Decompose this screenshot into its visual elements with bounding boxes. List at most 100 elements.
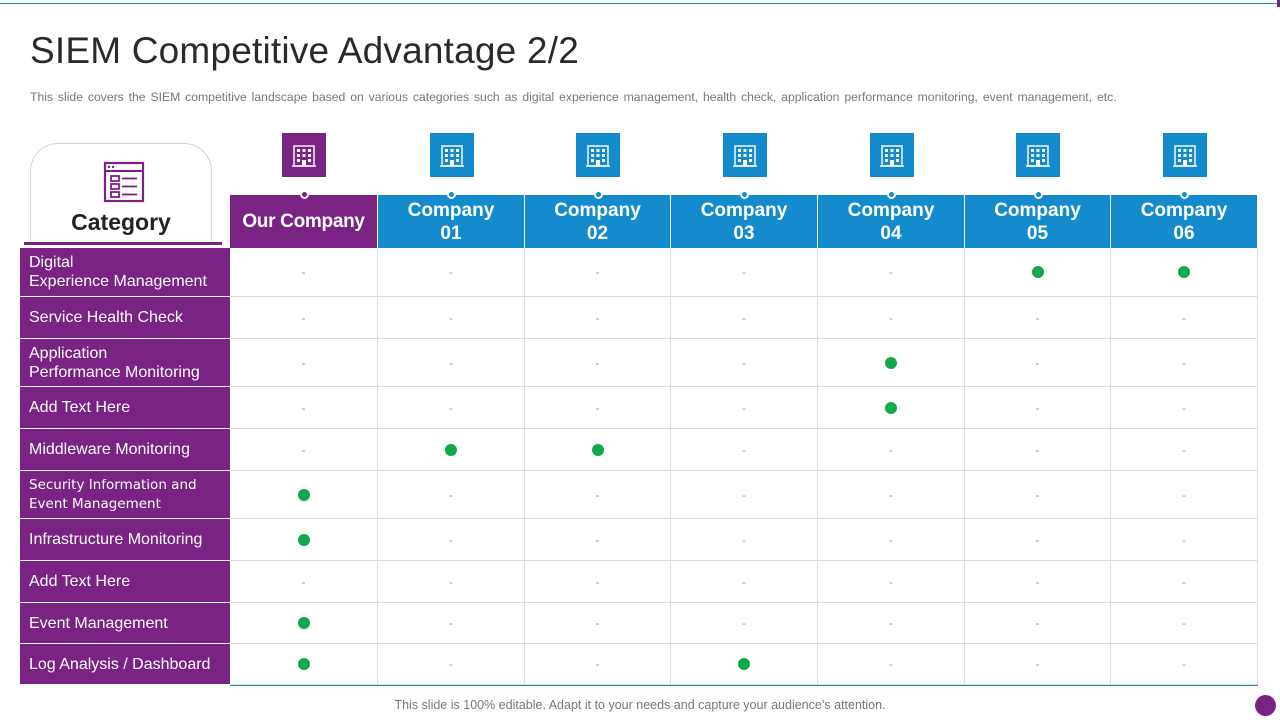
building-icon <box>576 133 620 177</box>
page-title: SIEM Competitive Advantage 2/2 <box>30 30 579 71</box>
table-cell: - <box>378 248 525 297</box>
table-cell: - <box>378 519 525 561</box>
connector-dot <box>887 190 896 199</box>
empty-mark: - <box>301 355 306 370</box>
empty-mark: - <box>449 310 453 325</box>
empty-mark: - <box>742 400 746 415</box>
check-dot <box>885 356 897 369</box>
table-cell: - <box>818 519 965 561</box>
empty-mark: - <box>742 442 746 457</box>
table-cell: - <box>230 248 378 297</box>
table-cell: - <box>525 561 671 603</box>
table-cell: - <box>818 644 965 685</box>
row-label-text: Add Text Here <box>29 573 131 590</box>
check-dot <box>445 443 457 456</box>
empty-mark: - <box>301 310 306 325</box>
row-label-text: Infrastructure Monitoring <box>29 531 203 548</box>
table-cell: - <box>230 339 378 387</box>
table-cell: - <box>1111 387 1258 429</box>
table-cell: - <box>965 561 1111 603</box>
footer-note: This slide is 100% editable. Adapt it to… <box>394 698 886 712</box>
check-dot <box>297 658 310 670</box>
empty-mark: - <box>1035 487 1040 502</box>
table-cell: - <box>378 297 525 339</box>
check-dot <box>297 617 310 629</box>
table-cell: - <box>818 561 965 603</box>
table-cell: - <box>671 387 818 429</box>
row-label-text: Application Performance Monitoring <box>29 344 200 381</box>
table-cell: - <box>1111 297 1258 339</box>
connector-dot <box>593 190 603 199</box>
row-label: Digital Experience Management <box>20 248 230 297</box>
row-label-text: Event Management <box>29 614 168 632</box>
empty-mark: - <box>1182 574 1186 589</box>
check-dot <box>297 533 310 546</box>
company-header-label: Our Company <box>242 211 365 232</box>
table-cell: - <box>671 561 818 603</box>
table-cell: - <box>965 429 1111 471</box>
company-header: Company 06 <box>1111 195 1258 248</box>
row-label-text: Middleware Monitoring <box>29 441 190 458</box>
empty-mark: - <box>301 400 306 415</box>
table-cell: - <box>378 644 525 685</box>
building-icon <box>1162 133 1207 177</box>
table-cell: - <box>378 339 525 387</box>
top-rule <box>0 3 1280 4</box>
company-header-label: Company 03 <box>700 199 788 244</box>
empty-mark: - <box>1182 532 1186 547</box>
empty-mark: - <box>1035 616 1040 630</box>
table-bottom-rule <box>230 685 1258 686</box>
table-cell: - <box>965 471 1111 519</box>
empty-mark: - <box>889 265 893 279</box>
empty-mark: - <box>301 265 306 279</box>
empty-mark: - <box>1035 400 1040 415</box>
table-cell: - <box>378 471 525 519</box>
empty-mark: - <box>742 487 746 502</box>
building-icon <box>869 133 914 177</box>
empty-mark: - <box>1035 532 1040 547</box>
table-cell: - <box>525 644 671 685</box>
empty-mark: - <box>449 487 453 502</box>
row-label: Add Text Here <box>20 561 230 603</box>
empty-mark: - <box>595 355 600 370</box>
empty-mark: - <box>1182 616 1186 630</box>
row-label: Add Text Here <box>20 387 230 429</box>
company-header-label: Company 06 <box>1140 199 1228 244</box>
table-cell <box>230 644 378 685</box>
check-dot <box>1178 266 1190 278</box>
row-label: Infrastructure Monitoring <box>20 519 230 561</box>
row-label-text: Service Health Check <box>29 309 183 326</box>
empty-mark: - <box>301 442 306 457</box>
corner-dot <box>1255 695 1276 716</box>
company-header-label: Company 02 <box>554 199 641 244</box>
table-cell: - <box>671 603 818 644</box>
table-cell <box>965 248 1111 297</box>
check-dot <box>297 488 310 501</box>
table-cell: - <box>1111 603 1258 644</box>
empty-mark: - <box>1182 487 1186 502</box>
empty-mark: - <box>449 265 453 279</box>
empty-mark: - <box>889 574 893 589</box>
row-label: Event Management <box>20 603 230 644</box>
empty-mark: - <box>595 487 600 502</box>
table-cell: - <box>1111 471 1258 519</box>
table-cell: - <box>230 429 378 471</box>
company-header-label: Company 01 <box>407 199 495 244</box>
table-cell <box>230 603 378 644</box>
empty-mark: - <box>1035 657 1040 671</box>
table-cell <box>525 429 671 471</box>
empty-mark: - <box>449 616 453 630</box>
table-cell: - <box>818 471 965 519</box>
our-company-header: Our Company <box>230 195 378 248</box>
table-cell: - <box>671 297 818 339</box>
empty-mark: - <box>449 532 453 547</box>
table-cell <box>230 471 378 519</box>
empty-mark: - <box>301 574 306 589</box>
empty-mark: - <box>449 657 453 671</box>
row-label-text: Security Information and Event Managemen… <box>29 476 197 512</box>
table-cell: - <box>818 429 965 471</box>
connector-dot <box>740 190 749 199</box>
table-cell: - <box>671 471 818 519</box>
table-cell: - <box>671 429 818 471</box>
table-cell <box>378 429 525 471</box>
